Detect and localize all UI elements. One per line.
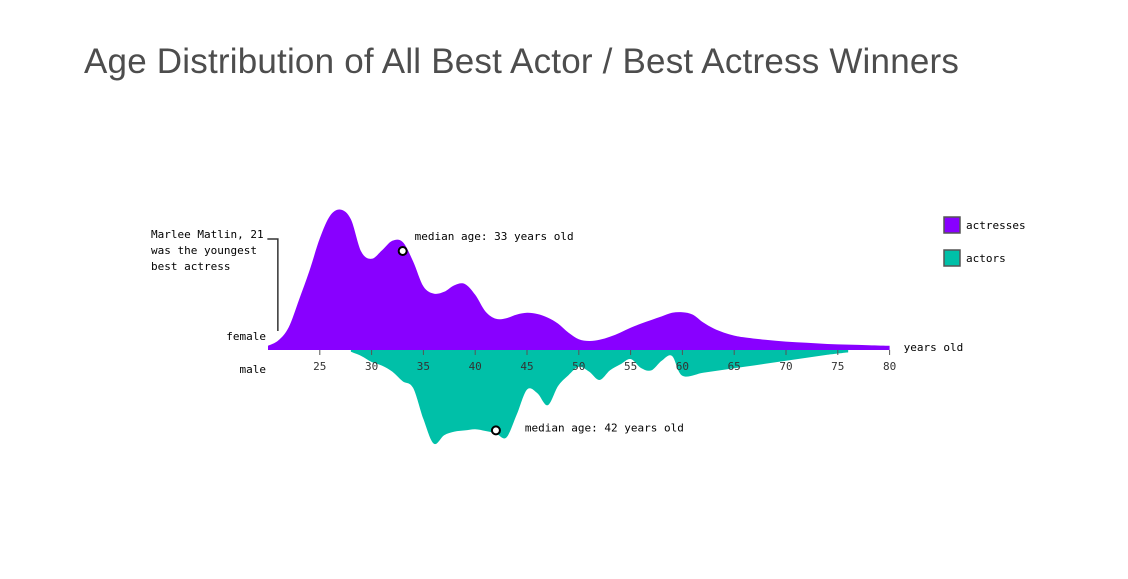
legend-label-actors: actors (966, 252, 1006, 265)
median-marker-actresses (397, 246, 408, 256)
youngest-callout-text: Marlee Matlin, 21 was the youngest best ac… (151, 228, 264, 273)
x-tick-label: 70 (779, 360, 792, 373)
x-tick-label: 45 (520, 360, 533, 373)
x-tick-label: 35 (417, 360, 430, 373)
legend-item-actresses: actresses (943, 216, 1026, 234)
x-tick-label: 50 (572, 360, 585, 373)
median-label-actresses: median age: 33 years old (415, 230, 574, 243)
area-actors (350, 350, 849, 445)
area-actresses (268, 209, 890, 350)
youngest-callout-line (267, 238, 279, 331)
x-tick-label: 25 (313, 360, 326, 373)
x-tick-label: 65 (728, 360, 741, 373)
distribution-areas (268, 209, 890, 445)
median-marker-actors (490, 425, 501, 436)
youngest-callout-line-1: Marlee Matlin, 21 (151, 228, 264, 241)
x-tick-label: 30 (365, 360, 378, 373)
legend-label-actresses: actresses (966, 219, 1026, 232)
youngest-callout-line-2: was the youngest (151, 244, 257, 257)
x-axis-label: years old (904, 341, 964, 354)
legend: actresses actors (943, 216, 1026, 267)
youngest-callout-line-3: best actress (151, 260, 230, 273)
x-tick-label: 80 (883, 360, 896, 373)
median-label-actors: median age: 42 years old (525, 421, 684, 434)
x-axis: 25 30 35 40 45 50 55 60 65 70 75 80 years old female m… (226, 330, 963, 376)
legend-item-actors: actors (943, 249, 1006, 267)
legend-swatch-actors (943, 249, 961, 267)
x-tick-label: 40 (469, 360, 482, 373)
x-tick-label: 55 (624, 360, 637, 373)
group-label-male: male (240, 363, 267, 376)
annotations: median age: 33 years old median age: 42 y… (151, 228, 684, 436)
x-tick-label: 75 (831, 360, 844, 373)
page-title: Age Distribution of All Best Actor / Bes… (84, 42, 960, 81)
group-label-female: female (226, 330, 266, 343)
x-tick-label: 60 (676, 360, 689, 373)
legend-swatch-actresses (943, 216, 961, 234)
